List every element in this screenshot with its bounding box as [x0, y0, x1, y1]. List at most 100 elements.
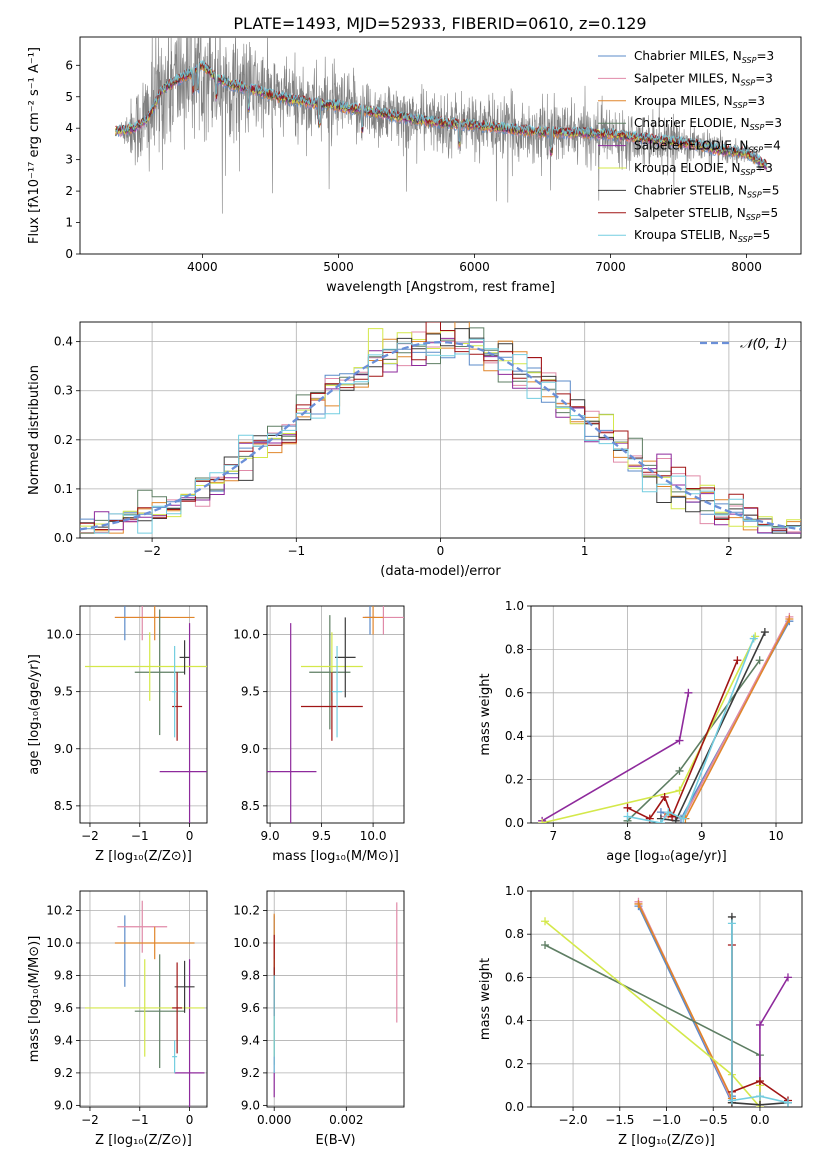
x-axis-label: wavelength [Angstrom, rest frame] — [326, 280, 555, 295]
errorbar-salpeter-stelib — [172, 672, 183, 741]
point-marker — [749, 634, 758, 643]
x-tick-label: 8000 — [731, 260, 762, 274]
series-line — [660, 631, 766, 822]
x-tick-label: 9.0 — [261, 829, 280, 843]
y-tick-label: 10.0 — [233, 628, 260, 642]
y-tick-label: 1 — [65, 216, 73, 230]
x-axis-label: Z [log₁₀(Z/Z⊙)] — [95, 849, 192, 864]
hist-chabrier-elodie — [80, 327, 801, 534]
errorbar-kroupa-stelib — [331, 645, 343, 738]
point-marker — [541, 917, 550, 926]
y-tick-label: 10.2 — [233, 903, 260, 917]
x-axis-label: Z [log₁₀(Z/Z⊙)] — [95, 1133, 192, 1148]
legend-entry: Kroupa MILES, NSSP=3 — [634, 94, 765, 110]
x-axis-label: Z [log₁₀(Z/Z⊙)] — [618, 1133, 715, 1148]
point-marker — [541, 941, 550, 949]
y-tick-label: 0.0 — [505, 1100, 524, 1114]
point-marker — [656, 819, 665, 823]
series-chabrier-stelib — [656, 628, 769, 823]
y-tick-label: 8.5 — [54, 799, 73, 813]
y-tick-label: 8.5 — [241, 799, 260, 813]
legend-entry: Kroupa STELIB, NSSP=5 — [634, 228, 770, 244]
y-tick-label: 9.5 — [54, 685, 73, 699]
errorbar-kroupa-stelib — [172, 645, 178, 738]
point-marker — [679, 814, 688, 823]
y-tick-label: 0.4 — [505, 729, 524, 743]
point-marker — [755, 1020, 764, 1029]
y-tick-label: 3 — [65, 153, 73, 167]
y-tick-label: 10.0 — [46, 936, 73, 950]
x-tick-label: −1.0 — [652, 1113, 681, 1127]
legend-entry: Kroupa ELODIE, NSSP=3 — [634, 161, 773, 177]
mass_vs_Z-plot — [84, 900, 205, 1107]
series-line — [759, 976, 789, 1107]
mass_weight_vs_age-axes: 7 8 9 10 0.0 0.2 0.4 0.6 0.8 1.0 age [log₁₀(age/yr… — [478, 599, 803, 864]
figure-title: PLATE=1493, MJD=52933, FIBERID=0610, z=0… — [233, 14, 646, 33]
age_vs_mass-plot — [267, 606, 404, 823]
y-tick-label: 9.4 — [54, 1033, 73, 1047]
y-tick-label: 9.2 — [54, 1066, 73, 1080]
age_vs_Z-plot — [84, 606, 207, 823]
y-tick-label: 9.0 — [54, 742, 73, 756]
y-tick-label: 5 — [65, 90, 73, 104]
series-salpeter-miles — [660, 612, 794, 823]
mass_weight_vs_Z-axes: −2.0 −1.5 −1.0 −0.5 0.0 0.0 0.2 0.4 0.6 0.8 1.0 Z [… — [478, 884, 803, 1148]
x-tick-label: 5000 — [323, 260, 354, 274]
series-kroupa-elodie — [538, 632, 760, 823]
errorbar-chabrier-elodie — [134, 954, 185, 1069]
x-tick-label: −1.5 — [605, 1113, 634, 1127]
series-kroupa-elodie — [541, 917, 764, 1107]
errorbar-chabrier-stelib — [174, 960, 195, 1013]
errorbar-kroupa-elodie — [84, 959, 205, 1057]
legend-entry: Chabrier STELIB, NSSP=5 — [634, 183, 779, 199]
series-line — [544, 920, 761, 1107]
model-line-salpeter-miles — [114, 64, 768, 170]
point-marker — [684, 688, 693, 697]
point-marker — [783, 1098, 792, 1107]
x-tick-label: 0 — [437, 544, 445, 558]
x-tick-label: 0.0 — [750, 1113, 769, 1127]
y-axis-label: age [log₁₀(age/yr)] — [27, 654, 42, 775]
y-axis-label: mass weight — [478, 958, 493, 1040]
hist-salpeter-stelib — [80, 322, 801, 531]
point-marker — [623, 812, 632, 821]
x-tick-label: 0.002 — [329, 1113, 363, 1127]
point-marker — [733, 656, 742, 665]
axes-frame — [530, 890, 803, 1108]
y-axis-label: mass weight — [478, 673, 493, 755]
y-tick-label: 6 — [65, 58, 73, 72]
model-line-kroupa-stelib — [115, 60, 768, 167]
errorbar-kroupa-elodie — [84, 632, 207, 701]
mass_vs_ebv-plot — [273, 902, 398, 1098]
spectrum-legend: Chabrier MILES, NSSP=3 Salpeter MILES, NS… — [598, 49, 782, 244]
spectrum-plot — [114, 37, 768, 214]
x-tick-label: −1 — [131, 1113, 149, 1127]
axes-frame — [266, 605, 405, 824]
x-tick-label: −1 — [131, 829, 149, 843]
errorbar-kroupa-miles — [114, 926, 195, 960]
axes-frame — [530, 605, 803, 824]
mass_vs_Z-axes: −2 −1 0 9.0 9.2 9.4 9.6 9.8 10.0 10.2 Z [log₁₀(Z/Z… — [27, 890, 208, 1148]
axes-frame — [79, 605, 208, 824]
legend-entry: Salpeter STELIB, NSSP=5 — [634, 206, 778, 222]
legend-entry: Salpeter ELODIE, NSSP=4 — [634, 139, 781, 155]
y-tick-label: 0.1 — [54, 482, 73, 496]
errorbar-salpeter-miles — [117, 900, 168, 953]
x-tick-label: 0.000 — [257, 1113, 291, 1127]
mass_weight_vs_age-plot — [538, 612, 794, 823]
residual_hist-plot — [80, 322, 801, 534]
y-axis-label: Normed distribution — [27, 365, 42, 495]
y-tick-label: 0.6 — [505, 686, 524, 700]
point-marker — [675, 736, 684, 745]
errorbar-salpeter-elodie — [267, 623, 317, 823]
x-tick-label: −2 — [81, 1113, 99, 1127]
x-tick-label: −0.5 — [699, 1113, 728, 1127]
errorbar-kroupa-miles — [362, 606, 384, 635]
x-axis-label: age [log₁₀(age/yr)] — [606, 849, 727, 864]
x-tick-label: 4000 — [187, 260, 218, 274]
series-line — [541, 636, 756, 823]
y-tick-label: 9.8 — [54, 968, 73, 982]
y-tick-label: 0.2 — [505, 1057, 524, 1071]
series-kroupa-stelib — [727, 919, 792, 1107]
